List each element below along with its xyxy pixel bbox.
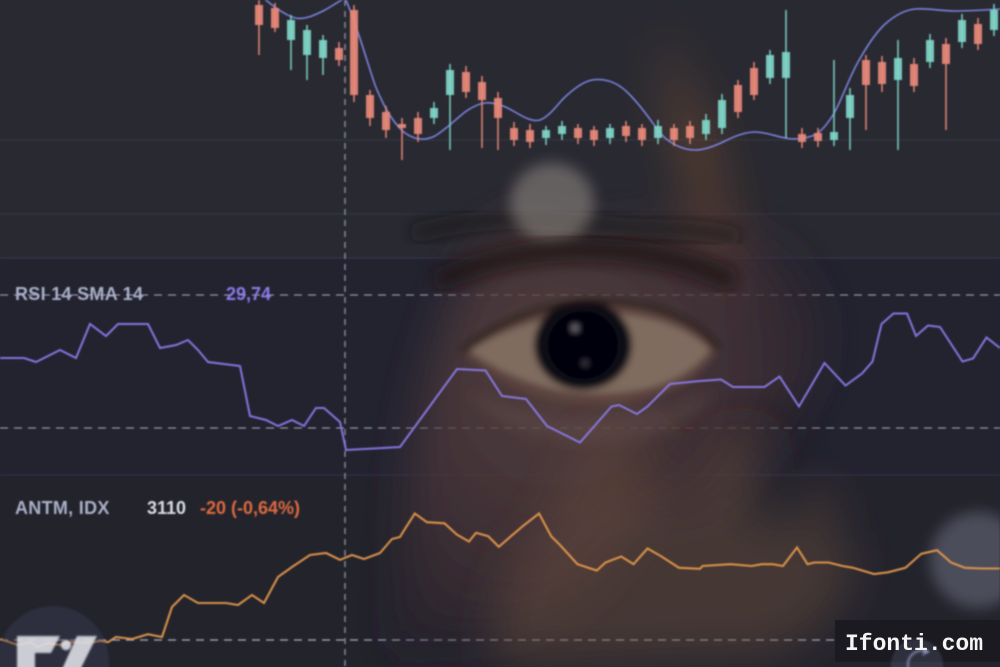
svg-text:Ifonti.com: Ifonti.com <box>845 631 983 657</box>
